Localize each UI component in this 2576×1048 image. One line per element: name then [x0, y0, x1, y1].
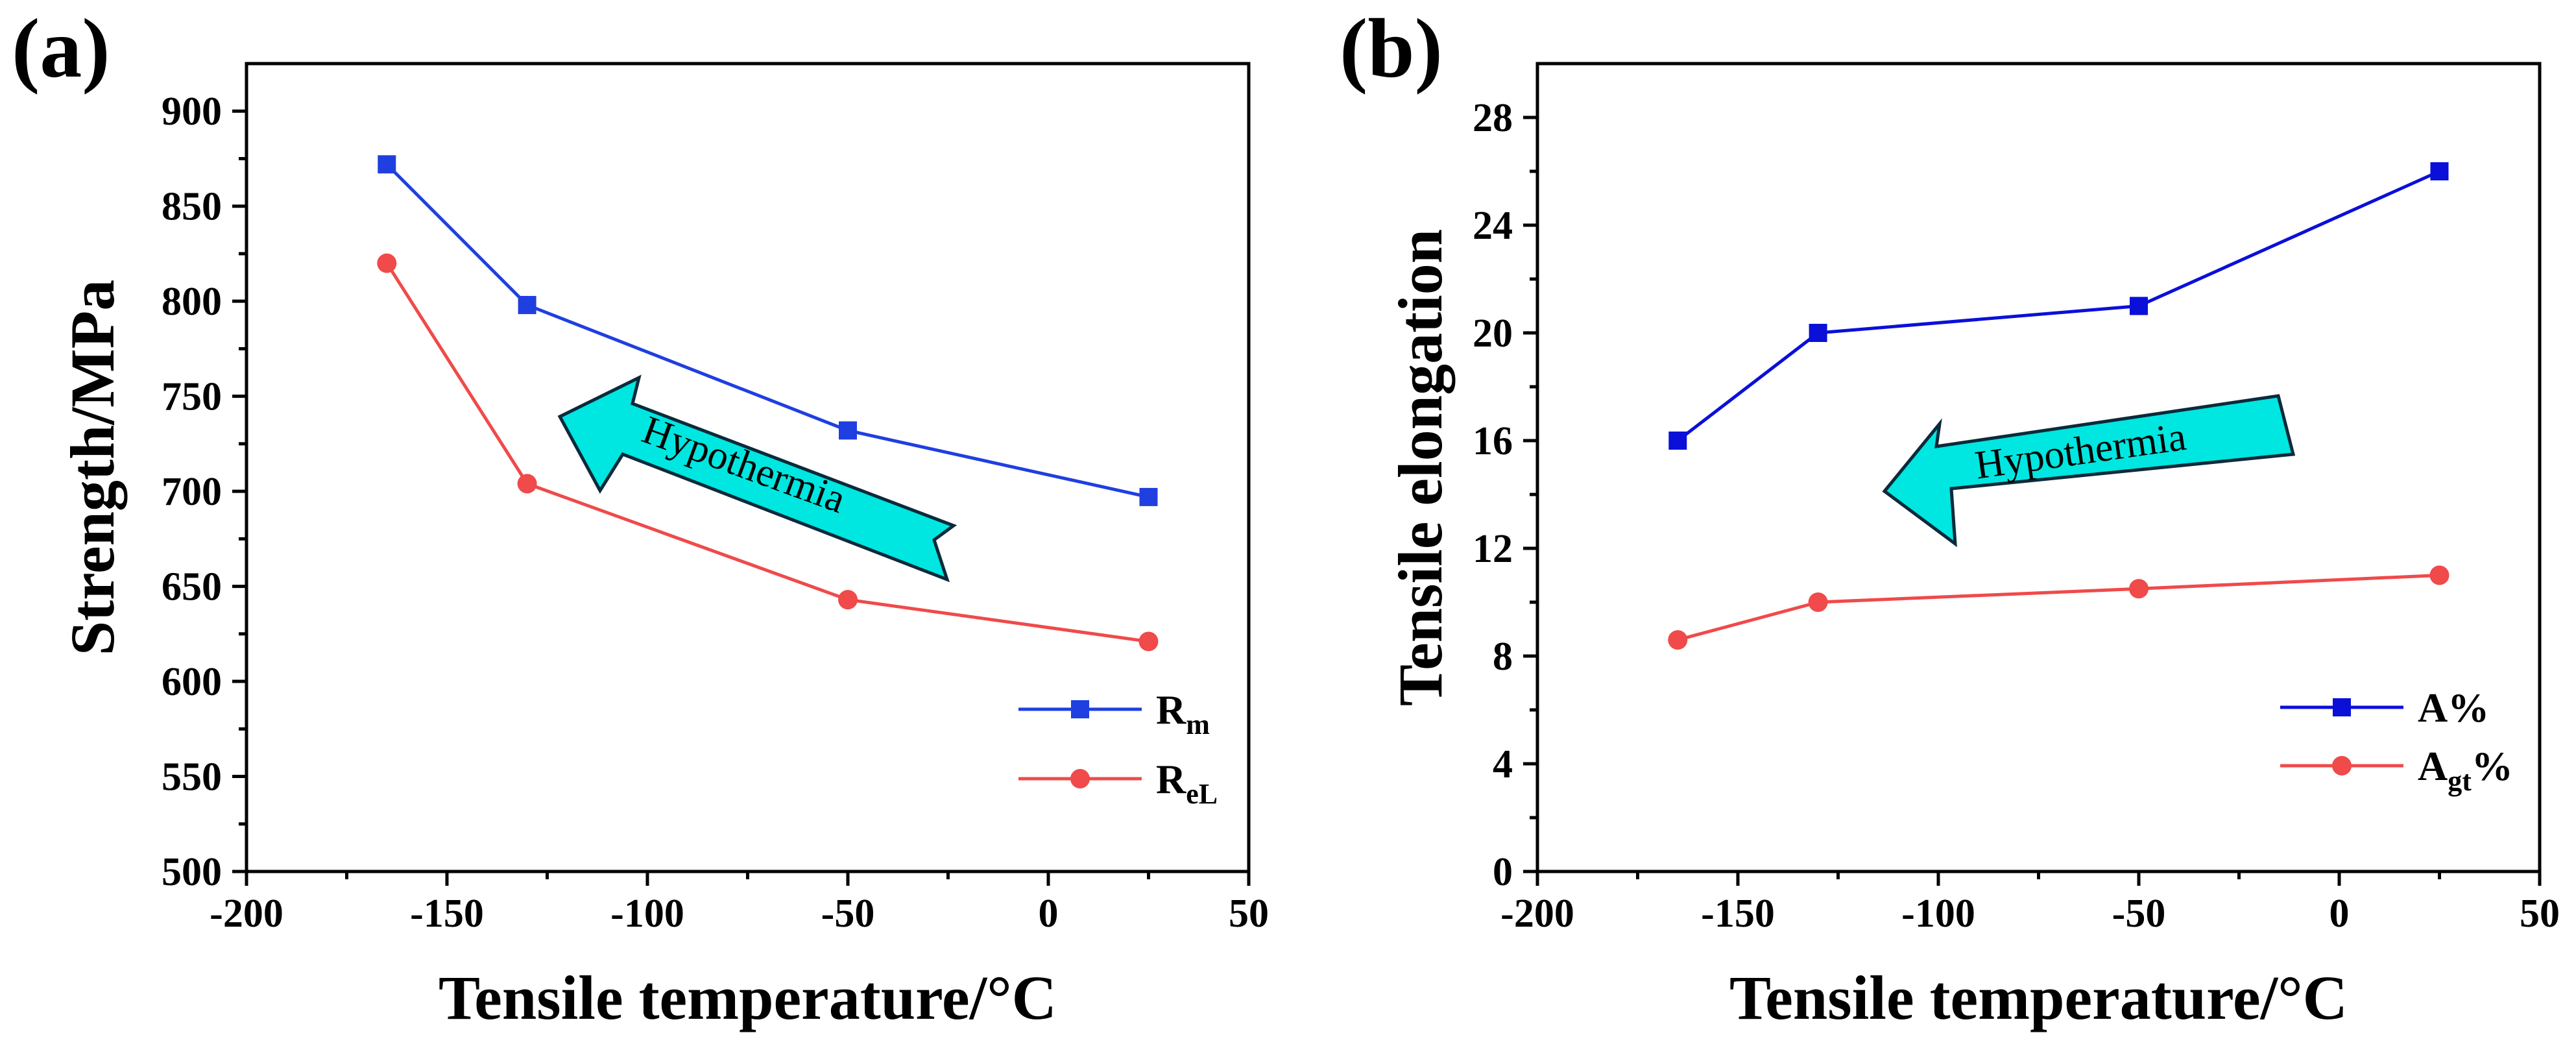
- y-axis-title: Tensile elongation: [1386, 229, 1455, 706]
- y-tick-label: 550: [162, 755, 222, 799]
- y-tick-label: 900: [162, 90, 222, 134]
- legend-label: A%: [2418, 685, 2489, 731]
- data-point: [378, 155, 396, 174]
- y-tick-label: 4: [1493, 742, 1513, 786]
- y-tick-label: 12: [1473, 527, 1513, 571]
- legend-label: Agt%: [2418, 743, 2513, 797]
- hypothermia-arrow: [1882, 394, 2296, 548]
- x-tick-label: 50: [1229, 892, 1269, 936]
- legend-marker: [2333, 698, 2351, 716]
- legend-marker: [2332, 756, 2352, 775]
- legend-marker: [1071, 700, 1089, 718]
- data-point: [1138, 631, 1159, 652]
- y-tick-label: 20: [1473, 311, 1513, 356]
- panel-a: (a)Hypothermia-200 -150 -100 -50 0 5050055060…: [12, 2, 1269, 1032]
- x-tick-label: 0: [2329, 892, 2350, 936]
- series-line-1: [1677, 574, 2440, 642]
- x-tick-label: -150: [1701, 892, 1775, 936]
- y-tick-label: 8: [1493, 635, 1513, 679]
- data-point: [1808, 592, 1828, 612]
- x-tick-label: -200: [210, 892, 283, 936]
- data-point: [518, 296, 536, 315]
- y-tick-label: 700: [162, 470, 222, 514]
- data-point: [2430, 162, 2449, 180]
- series-line-1: [385, 262, 1149, 644]
- y-tick-label: 850: [162, 185, 222, 229]
- y-tick-label: 800: [162, 280, 222, 324]
- y-tick-label: 0: [1493, 850, 1513, 894]
- legend-label: Rm: [1156, 687, 1210, 740]
- y-tick-label: 750: [162, 375, 222, 419]
- data-point: [1668, 630, 1688, 650]
- data-point: [838, 590, 858, 610]
- data-point: [2129, 579, 2149, 599]
- series-line-0: [1676, 169, 2440, 442]
- x-tick-label: -100: [610, 892, 684, 936]
- x-tick-label: 50: [2520, 892, 2560, 936]
- y-tick-label: 16: [1473, 419, 1513, 463]
- x-axis-title: Tensile temperature/°C: [439, 963, 1057, 1032]
- hypothermia-arrow: [557, 374, 957, 583]
- data-point: [377, 253, 397, 273]
- panel-b: (b)Hypothermia-200 -150 -100 -50 0 5004812162…: [1340, 2, 2560, 1032]
- x-tick-label: -100: [1901, 892, 1975, 936]
- data-point: [2130, 297, 2148, 315]
- x-tick-label: -150: [410, 892, 484, 936]
- legend-label: ReL: [1156, 756, 1218, 810]
- x-tick-label: 0: [1039, 892, 1059, 936]
- y-axis-title: Strength/MPa: [58, 280, 127, 656]
- y-tick-label: 500: [162, 850, 222, 894]
- x-tick-label: -50: [821, 892, 875, 936]
- series-line-0: [385, 163, 1150, 499]
- x-tick-label: -200: [1500, 892, 1574, 936]
- legend-marker: [1070, 769, 1090, 788]
- data-point: [839, 421, 857, 440]
- data-point: [517, 474, 537, 494]
- y-tick-label: 28: [1473, 96, 1513, 140]
- x-tick-label: -50: [2112, 892, 2166, 936]
- y-tick-label: 600: [162, 660, 222, 704]
- x-axis-title: Tensile temperature/°C: [1729, 963, 2348, 1032]
- panel-label: (b): [1340, 2, 1443, 95]
- data-point: [1139, 487, 1158, 506]
- data-point: [1809, 324, 1827, 342]
- y-tick-label: 24: [1473, 204, 1513, 248]
- y-tick-label: 650: [162, 565, 222, 609]
- panel-label: (a): [12, 2, 110, 95]
- data-point: [2429, 565, 2450, 585]
- data-point: [1668, 432, 1687, 450]
